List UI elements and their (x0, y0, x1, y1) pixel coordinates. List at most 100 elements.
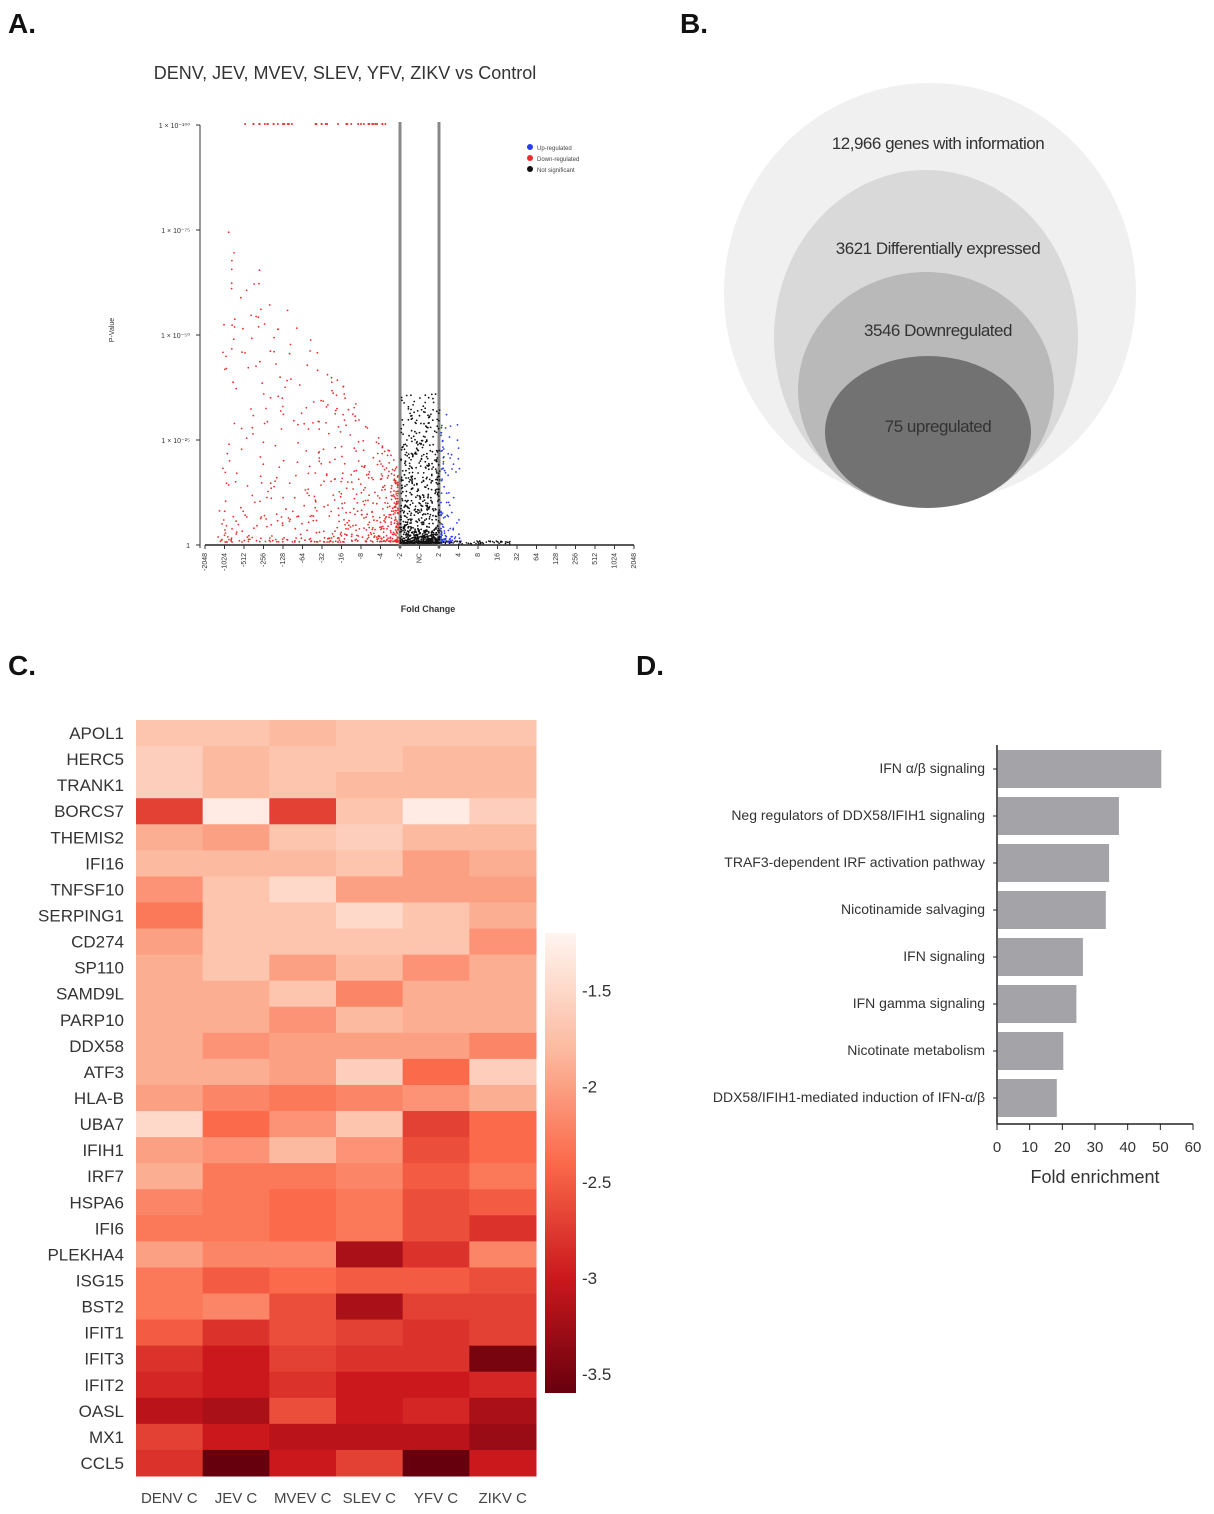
volcano-point (432, 401, 435, 404)
volcano-point (443, 538, 445, 540)
volcano-point (417, 533, 419, 536)
volcano-point (413, 533, 415, 535)
volcano-point (403, 402, 405, 404)
heatmap-cell (269, 1241, 337, 1268)
volcano-point (438, 514, 440, 517)
bar-category-labels: IFN α/β signaling Neg regulators of DDX58… (713, 760, 997, 1105)
volcano-point (454, 540, 457, 542)
volcano-point (397, 524, 399, 526)
heatmap-cell (269, 1215, 337, 1242)
volcano-point (428, 541, 431, 544)
volcano-point (428, 538, 430, 541)
bar-category-label: DDX58/IFIH1-mediated induction of IFN-α/… (713, 1089, 985, 1105)
heatmap-cell (136, 1449, 204, 1477)
volcano-point (355, 529, 357, 532)
volcano-point (320, 399, 322, 402)
volcano-point (366, 513, 369, 516)
volcano-point (409, 491, 411, 494)
volcano-point (477, 541, 480, 543)
volcano-point (394, 516, 397, 519)
volcano-point (312, 401, 315, 403)
volcano-point (478, 540, 481, 542)
volcano-point (315, 540, 318, 543)
bar-x-tick-label: 10 (1021, 1139, 1038, 1156)
volcano-point (259, 456, 262, 458)
volcano-point (415, 520, 417, 523)
volcano-point (416, 508, 419, 511)
heatmap-cell (269, 746, 337, 773)
volcano-point (357, 478, 360, 481)
heatmap-cell (136, 1189, 204, 1216)
heatmap-cell (402, 1449, 470, 1477)
volcano-point (403, 448, 406, 451)
volcano-point (423, 499, 426, 501)
volcano-point (257, 316, 260, 319)
volcano-point (257, 325, 260, 328)
volcano-point (323, 541, 326, 543)
volcano-x-tick-label: -16 (339, 553, 346, 563)
volcano-point (266, 525, 268, 528)
volcano-point (425, 504, 427, 507)
heatmap-row-label: OASL (79, 1402, 124, 1421)
volcano-point (400, 535, 403, 538)
volcano-point (427, 495, 429, 497)
heatmap-cell (136, 1423, 204, 1451)
volcano-point (262, 463, 265, 466)
volcano-point (437, 412, 440, 414)
volcano-point (488, 540, 490, 542)
volcano-point (319, 540, 321, 542)
volcano-point (429, 513, 432, 516)
volcano-point (444, 516, 446, 518)
volcano-point (298, 384, 301, 386)
volcano-point (330, 510, 333, 513)
volcano-point (441, 467, 444, 470)
volcano-point (390, 472, 393, 475)
panel-label-b: B. (680, 8, 708, 39)
volcano-point (419, 511, 421, 513)
volcano-point (394, 512, 396, 514)
heatmap-cell (402, 1345, 470, 1373)
venn-label-all: 12,966 genes with information (832, 134, 1044, 153)
volcano-point (274, 480, 276, 482)
volcano-point (224, 471, 227, 474)
volcano-point (421, 533, 424, 535)
volcano-point (404, 460, 407, 463)
volcano-point (307, 472, 310, 475)
volcano-point (434, 489, 437, 492)
volcano-point (371, 528, 374, 531)
heatmap: APOL1 HERC5 TRANK1 BORCS7 THEMIS2 IFI16 TNFSF1… (38, 720, 611, 1507)
volcano-point (403, 531, 406, 534)
heatmap-cell (402, 876, 470, 903)
heatmap-cell (202, 1084, 270, 1112)
volcano-point (383, 450, 386, 453)
volcano-point (345, 424, 347, 427)
heatmap-cell (402, 980, 470, 1008)
volcano-point (402, 443, 405, 446)
volcano-point (241, 351, 243, 353)
volcano-point (224, 368, 226, 371)
volcano-point (270, 487, 273, 490)
volcano-point (306, 492, 309, 494)
volcano-point (427, 416, 430, 419)
volcano-y-tick-label: 1 × 10⁻¹⁰⁰ (159, 122, 190, 130)
volcano-point (428, 415, 431, 418)
volcano-point (408, 472, 411, 474)
volcano-point (306, 364, 309, 367)
volcano-point (378, 497, 381, 499)
volcano-point (430, 539, 432, 542)
volcano-x-tick-label: 1024 (612, 553, 619, 569)
volcano-point (399, 515, 402, 517)
volcano-point (425, 538, 427, 540)
volcano-point (293, 541, 296, 543)
volcano-point (323, 536, 326, 539)
volcano-point (316, 369, 319, 372)
volcano-point (408, 462, 411, 465)
volcano-point (410, 526, 413, 529)
volcano-point (438, 521, 441, 524)
volcano-point (384, 488, 386, 491)
volcano-point (318, 428, 321, 430)
volcano-point (405, 532, 408, 534)
volcano-point (357, 123, 360, 125)
volcano-point (424, 536, 427, 539)
volcano-point (456, 522, 458, 524)
